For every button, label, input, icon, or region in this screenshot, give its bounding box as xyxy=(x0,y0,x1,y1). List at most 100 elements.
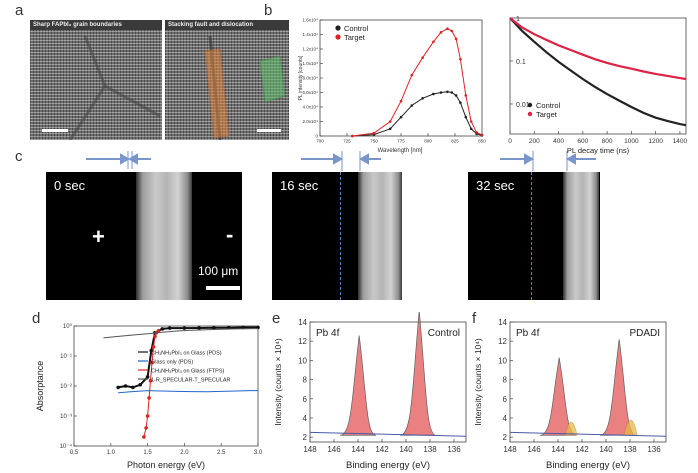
xps-peak-0 xyxy=(339,335,377,436)
y-tick-label: 2.0x10⁴ xyxy=(303,119,319,124)
tem-title-left: Sharp FAPbI₃ grain boundaries xyxy=(30,20,162,30)
pl-spectrum-ylabel: PL intensity [counts] xyxy=(298,55,304,100)
x-tick-label: 136 xyxy=(647,445,661,454)
x-tick-label: 146 xyxy=(327,445,341,454)
panel-label-d: d xyxy=(32,310,41,327)
scale-bar-100um xyxy=(206,286,240,290)
x-tick-label: 140 xyxy=(599,445,613,454)
data-point-target xyxy=(459,57,462,61)
xps-control-chart: 2 4 6 8 10 12 14 148 146 144 142 140 138 136 Pb 4f C… xyxy=(273,312,467,471)
y-tick-label: 10⁻¹ xyxy=(60,354,72,360)
xps-baseline xyxy=(509,431,667,437)
y-tick-label: 10⁻⁴ xyxy=(60,443,73,450)
absorptance-point-0 xyxy=(212,326,216,330)
x-tick-label: 725 xyxy=(343,139,351,144)
original-edge-32s xyxy=(531,172,533,300)
y-tick-label: 10⁰ xyxy=(63,323,73,330)
absorptance-point-2 xyxy=(147,396,151,400)
data-point-control xyxy=(439,91,443,94)
x-tick-label: 3.0 xyxy=(254,450,263,456)
x-tick-label: 600 xyxy=(577,138,588,145)
y-tick-label: 12 xyxy=(498,337,507,346)
y-tick-label: 10⁻² xyxy=(60,384,72,390)
x-tick-label: 144 xyxy=(551,445,565,454)
scale-label: 100 μm xyxy=(198,264,239,278)
film-strip-16s xyxy=(358,172,402,300)
pl-decay-frame xyxy=(509,17,687,135)
absorptance-point-0 xyxy=(131,385,135,390)
legend-entry: Glass only (PDS) xyxy=(151,360,193,366)
xps-control-ylabel: Intensity (counts × 10⁴) xyxy=(273,338,283,426)
y-tick-label: 6 xyxy=(303,395,308,404)
y-tick-label: 1.2x10⁴ xyxy=(303,47,319,52)
x-tick-label: 2.5 xyxy=(217,450,226,456)
data-point-control xyxy=(469,127,473,131)
y-tick-label: 12 xyxy=(298,337,307,346)
y-tick-label: 2 xyxy=(503,433,508,442)
y-tick-label: 1 xyxy=(516,16,520,23)
absorptance-point-0 xyxy=(197,326,201,330)
xps-pdadi-xlabel: Binding energy (eV) xyxy=(546,460,630,471)
x-tick-label: 142 xyxy=(575,445,589,454)
data-point-control xyxy=(450,91,454,94)
stacking-fault-region xyxy=(204,48,230,139)
panel-label-e: e xyxy=(272,310,281,327)
data-point-target xyxy=(454,37,458,41)
series-line-target xyxy=(352,28,483,137)
x-tick-label: 1400 xyxy=(673,138,688,145)
absorptance-point-2 xyxy=(150,360,154,365)
legend-marker-control-decay xyxy=(527,102,533,108)
migration-arrows xyxy=(86,151,596,171)
xps-pdadi-ylabel: Intensity (counts × 10⁴) xyxy=(473,338,483,426)
xps-pdadi-frame xyxy=(509,321,667,443)
legend-label-target-decay: Target xyxy=(536,110,558,119)
y-tick-label: 0.1 xyxy=(516,59,526,66)
data-point-target xyxy=(439,31,443,34)
absorptance-point-2 xyxy=(156,328,161,333)
scale-bar-right xyxy=(257,129,281,132)
xps-control-frame xyxy=(309,321,467,443)
pl-decay-chart: 0.01 0.1 1 0 200 400 600 800 1000 1200 1400 Contr… xyxy=(508,16,688,155)
panel-label-a: a xyxy=(15,2,24,19)
legend-marker-target xyxy=(335,34,341,40)
xps-pdadi-chart: 2 4 6 8 10 12 14 148 146 144 142 140 138 136 Pb 4f P… xyxy=(473,318,667,471)
x-tick-label: 775 xyxy=(397,139,405,144)
data-point-target xyxy=(464,94,468,97)
x-tick-label: 800 xyxy=(602,138,613,145)
micrograph-16-sec: 16 sec xyxy=(272,172,402,300)
x-tick-label: 140 xyxy=(399,445,413,454)
absorptance-series-2 xyxy=(143,330,159,438)
absorptance-point-2 xyxy=(145,414,150,418)
absorptance-series-1 xyxy=(118,390,258,394)
absorptance-point-0 xyxy=(149,348,154,353)
y-tick-label: 10 xyxy=(498,356,507,365)
y-tick-label: 8 xyxy=(303,376,308,385)
data-point-control xyxy=(421,97,424,100)
x-tick-label: 1000 xyxy=(624,138,639,145)
x-tick-label: 136 xyxy=(447,445,461,454)
y-tick-label: 8 xyxy=(503,376,508,385)
data-point-target xyxy=(388,120,392,123)
absorptance-frame xyxy=(73,325,259,447)
pl-decay-legend: Control Target xyxy=(527,101,561,119)
data-point-target xyxy=(372,131,376,135)
scale-bar-left xyxy=(42,129,68,132)
x-tick-label: 800 xyxy=(424,139,432,144)
xps-pdadi-title: Pb 4f xyxy=(516,328,540,339)
positive-electrode-sign: + xyxy=(92,224,105,249)
y-tick-label: 0 xyxy=(315,134,318,139)
y-tick-label: 2 xyxy=(303,433,308,442)
absorptance-point-2 xyxy=(153,334,157,339)
xps-minor-peak xyxy=(564,421,578,436)
xps-control-title: Pb 4f xyxy=(316,328,340,339)
x-tick-label: 1200 xyxy=(648,138,663,145)
x-tick-label: 0.5 xyxy=(70,450,79,456)
data-point-target xyxy=(432,40,435,44)
absorptance-chart: 10⁻⁴ 10⁻³ 10⁻² 10⁻¹ 10⁰ 0.5 1.0 1.5 2.0 2.5 3.0 C… xyxy=(35,323,263,470)
film-strip-0s xyxy=(136,172,192,300)
data-point-control xyxy=(446,90,449,94)
x-tick-label: 750 xyxy=(370,139,378,144)
y-tick-label: 4 xyxy=(303,414,308,423)
pl-decay-xlabel: PL decay time (ns) xyxy=(567,146,630,155)
pl-spectrum-xlabel: Wavelength [nm] xyxy=(378,148,423,154)
